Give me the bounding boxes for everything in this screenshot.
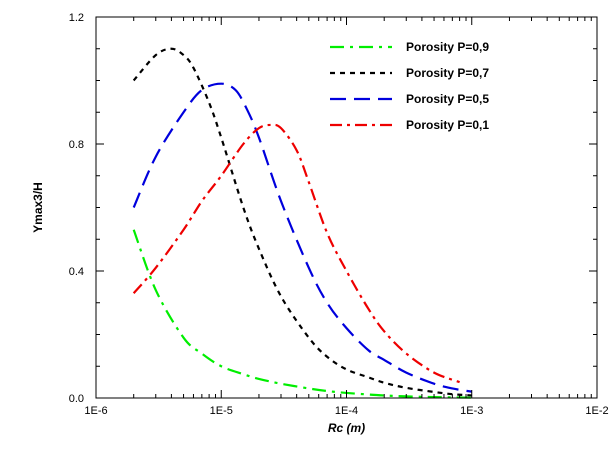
x-tick-label: 1E-3 bbox=[460, 405, 483, 417]
axis-ticks bbox=[95, 16, 598, 399]
x-axis-label: Rc (m) bbox=[328, 421, 365, 435]
y-tick-label: 0.4 bbox=[69, 266, 84, 278]
legend-label-4: Porosity P=0,1 bbox=[406, 118, 489, 132]
legend-label-3: Porosity P=0,5 bbox=[406, 92, 489, 106]
y-tick-label: 0.8 bbox=[69, 139, 84, 151]
legend-label-1: Porosity P=0,9 bbox=[406, 40, 489, 54]
series-line-4 bbox=[132, 123, 460, 384]
legend: Porosity P=0,9 Porosity P=0,7 Porosity P=0… bbox=[330, 40, 489, 132]
x-tick-label: 1E-5 bbox=[210, 405, 233, 417]
legend-label-2: Porosity P=0,7 bbox=[406, 66, 489, 80]
tick-labels: 1E-6 1E-5 1E-4 1E-3 1E-2 0.0 0.4 0.8 1.2 bbox=[69, 12, 609, 417]
x-tick-label: 1E-6 bbox=[84, 405, 107, 417]
series-line-2 bbox=[132, 47, 472, 397]
plot-area bbox=[132, 47, 472, 399]
x-tick-label: 1E-2 bbox=[585, 405, 608, 417]
x-tick-label: 1E-4 bbox=[335, 405, 358, 417]
y-tick-label: 0.0 bbox=[69, 393, 84, 405]
series-line-3 bbox=[132, 82, 472, 393]
y-tick-label: 1.2 bbox=[69, 12, 84, 24]
y-axis-label: Ymax3/H bbox=[31, 182, 45, 233]
